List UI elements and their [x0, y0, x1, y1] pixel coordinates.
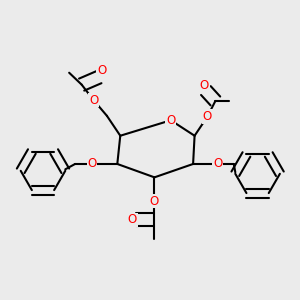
Text: O: O: [128, 213, 137, 226]
Text: O: O: [97, 64, 106, 77]
Text: O: O: [87, 158, 97, 170]
Text: O: O: [89, 94, 98, 106]
Text: O: O: [150, 195, 159, 208]
Text: O: O: [213, 158, 222, 170]
Text: O: O: [203, 110, 212, 123]
Text: O: O: [200, 79, 209, 92]
Text: O: O: [166, 114, 176, 127]
